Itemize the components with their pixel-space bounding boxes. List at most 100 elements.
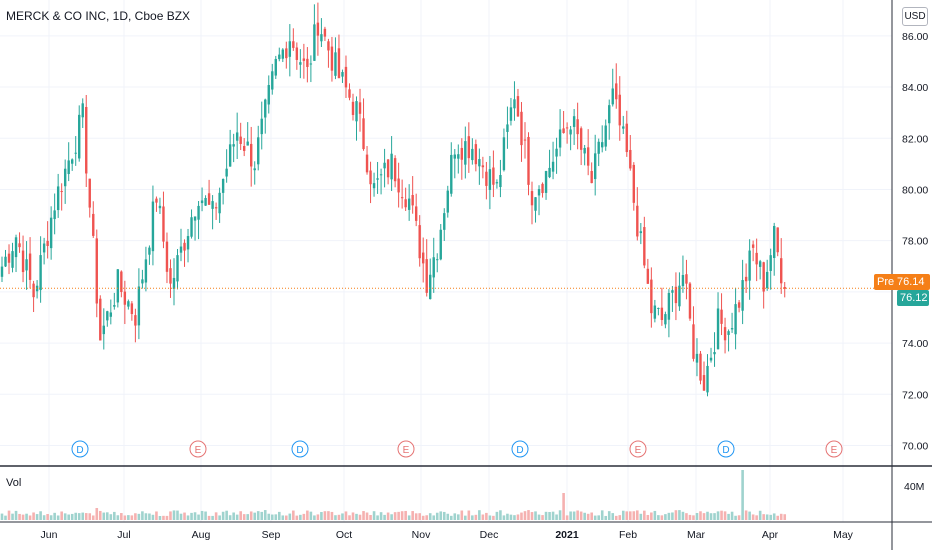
volume-bar	[558, 510, 562, 520]
volume-bar	[35, 514, 39, 520]
candle-body	[14, 237, 18, 258]
volume-label[interactable]: Vol	[6, 477, 22, 489]
volume-bar	[495, 511, 499, 520]
volume-bar	[77, 513, 81, 520]
event-marker-circle	[71, 440, 89, 458]
candle-body	[625, 123, 628, 153]
earnings-marker[interactable]: E	[629, 440, 647, 458]
event-marker-circle	[511, 440, 529, 458]
volume-bar	[614, 515, 618, 520]
candle-body	[762, 262, 765, 292]
symbol-title[interactable]: MERCK & CO INC, 1D, Cboe BZX	[6, 9, 191, 23]
volume-bar	[81, 512, 85, 520]
candle-body	[39, 255, 42, 291]
volume-bar	[488, 515, 492, 520]
event-marker-circle	[717, 440, 735, 458]
premarket-label: Pre	[877, 276, 895, 288]
volume-bar	[299, 514, 302, 520]
candle-body	[358, 102, 362, 114]
candle-body	[534, 197, 537, 211]
volume-bar	[25, 513, 28, 520]
dividend-marker[interactable]: D	[717, 440, 735, 458]
candle-body	[527, 136, 530, 185]
candle-body	[362, 118, 365, 150]
volume-bar	[397, 511, 400, 520]
volume-bar	[650, 512, 653, 520]
candle-body	[221, 178, 225, 193]
time-axis[interactable]: Jun Jul Aug Sep Oct Nov Dec 2021 Feb Mar Apr May	[41, 529, 854, 541]
volume-bar	[457, 514, 460, 520]
volume-bar	[499, 510, 502, 520]
currency-button[interactable]: USD	[902, 7, 928, 26]
candle-body	[765, 271, 769, 289]
candle-body	[365, 154, 369, 173]
candle-body	[727, 331, 730, 335]
candle-body	[274, 58, 277, 76]
candle-body	[734, 304, 737, 335]
volume-bar	[414, 513, 418, 520]
price-axis[interactable]: 70.0072.0074.0076.0078.0080.0082.0084.00…	[902, 31, 928, 493]
volume-bar	[730, 511, 734, 520]
candle-body	[253, 168, 256, 171]
volume-bar	[755, 515, 758, 520]
candle-body	[723, 327, 727, 341]
volume-bars	[0, 470, 787, 520]
dividend-marker[interactable]: D	[71, 440, 89, 458]
volume-bar	[506, 513, 509, 520]
candle-body	[102, 325, 105, 335]
volume-bar	[225, 510, 228, 520]
volume-bar	[481, 514, 485, 520]
volume-bar	[632, 511, 636, 520]
candle-body	[688, 283, 692, 319]
volume-bar	[411, 511, 414, 520]
volume-bar	[737, 515, 741, 520]
candle-body	[422, 252, 425, 264]
dividend-marker[interactable]: D	[511, 440, 529, 458]
candle-body	[615, 83, 618, 100]
candle-body	[11, 251, 14, 268]
volume-bar	[102, 512, 106, 520]
volume-bar	[344, 511, 348, 520]
volume-bar	[341, 513, 344, 520]
volume-bar	[442, 511, 446, 520]
event-marker-circle	[629, 440, 647, 458]
candle-body	[130, 303, 134, 315]
candle-body	[162, 206, 165, 242]
candle-body	[576, 119, 579, 135]
earnings-marker[interactable]: E	[397, 440, 415, 458]
candle-body	[653, 305, 657, 319]
volume-bar	[586, 513, 590, 520]
candle-body	[439, 229, 442, 260]
volume-bar	[664, 514, 667, 520]
candle-body	[25, 259, 28, 271]
dividend-marker[interactable]: D	[291, 440, 309, 458]
candle-body	[158, 205, 162, 209]
volume-bar	[407, 515, 411, 520]
candle-body	[21, 250, 25, 273]
candle-body	[737, 302, 741, 308]
volume-bar	[60, 511, 63, 520]
candle-body	[583, 147, 586, 154]
volume-bar	[334, 515, 337, 520]
candle-body	[446, 190, 449, 213]
volume-bar	[39, 511, 42, 520]
volume-bar	[355, 513, 358, 520]
candle-body	[611, 88, 614, 105]
candle-body	[492, 167, 495, 185]
event-marker-circle	[189, 440, 207, 458]
candle-body	[376, 178, 379, 180]
volume-bar	[281, 515, 285, 520]
volume-bar	[53, 512, 56, 520]
earnings-marker[interactable]: E	[825, 440, 843, 458]
candle-body	[242, 146, 246, 151]
candle-body	[555, 148, 558, 157]
volume-bar	[579, 511, 583, 520]
candle-body	[629, 149, 632, 169]
candle-body	[429, 274, 432, 300]
volume-bar	[137, 513, 141, 520]
volume-bar	[214, 512, 218, 520]
candle-body	[748, 250, 751, 281]
earnings-marker[interactable]: E	[189, 440, 207, 458]
volume-bar	[555, 514, 558, 520]
